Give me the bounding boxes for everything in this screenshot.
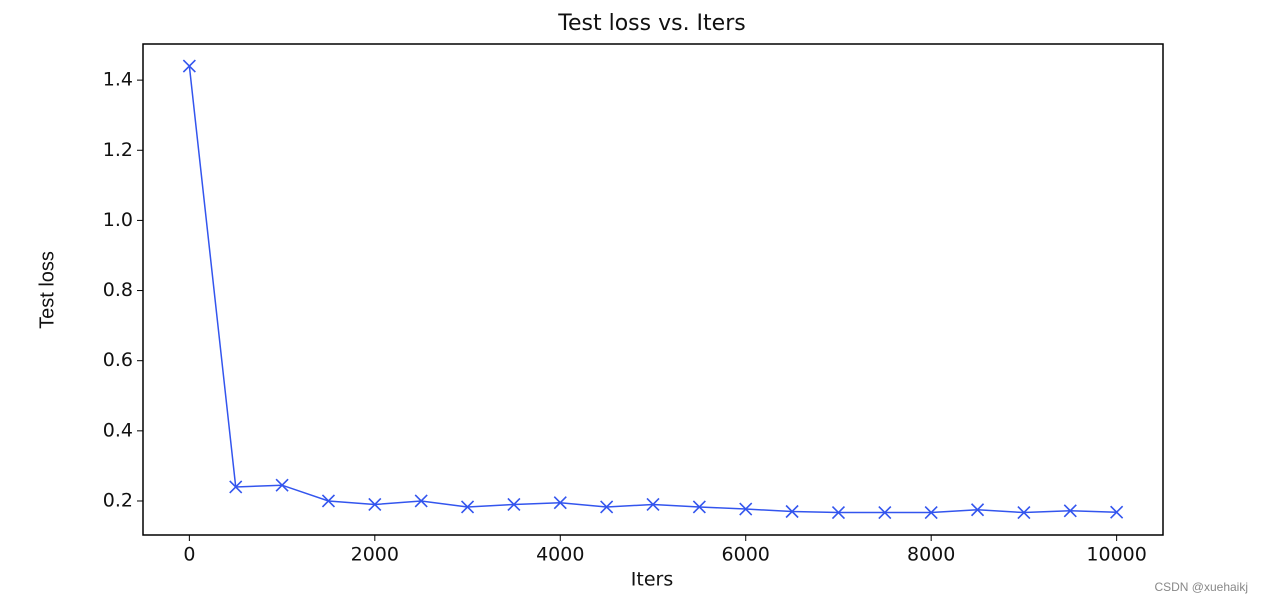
y-tick-label: 1.4	[103, 69, 133, 91]
x-tick-label: 2000	[351, 544, 399, 566]
marker	[1017, 505, 1031, 520]
x-tick-label: 0	[183, 544, 195, 566]
marker	[692, 500, 706, 514]
x-tick-label: 6000	[722, 544, 770, 566]
plot-frame	[142, 43, 1164, 536]
series-line	[188, 66, 1117, 514]
marker	[321, 494, 336, 508]
marker	[970, 503, 985, 517]
marker	[460, 500, 475, 514]
marker	[924, 505, 938, 520]
marker	[831, 505, 846, 520]
marker	[275, 478, 289, 492]
marker	[1063, 504, 1077, 518]
marker	[739, 502, 753, 516]
marker	[553, 496, 567, 510]
marker	[368, 497, 382, 512]
marker	[182, 59, 196, 73]
marker	[414, 494, 428, 508]
y-tick-label: 0.4	[103, 419, 133, 441]
marker	[878, 505, 892, 520]
y-tick-label: 0.2	[103, 489, 133, 511]
marker	[600, 500, 614, 514]
x-tick-label: 8000	[907, 544, 955, 566]
y-axis-label: Test loss	[36, 251, 58, 329]
y-tick-label: 0.6	[103, 349, 133, 371]
chart-title: Test loss vs. Iters	[557, 11, 745, 36]
x-axis-label: Iters	[631, 569, 673, 591]
marker	[785, 504, 799, 519]
marker	[646, 497, 660, 512]
y-tick-label: 1.0	[103, 209, 133, 231]
x-tick-label: 4000	[536, 544, 584, 566]
marker	[507, 497, 521, 512]
watermark: CSDN @xuehaikj	[1154, 580, 1248, 594]
marker	[1110, 505, 1124, 519]
x-tick-label: 10000	[1086, 544, 1146, 566]
y-tick-label: 0.8	[103, 279, 133, 301]
marker	[229, 480, 243, 494]
y-tick-label: 1.2	[103, 139, 133, 161]
